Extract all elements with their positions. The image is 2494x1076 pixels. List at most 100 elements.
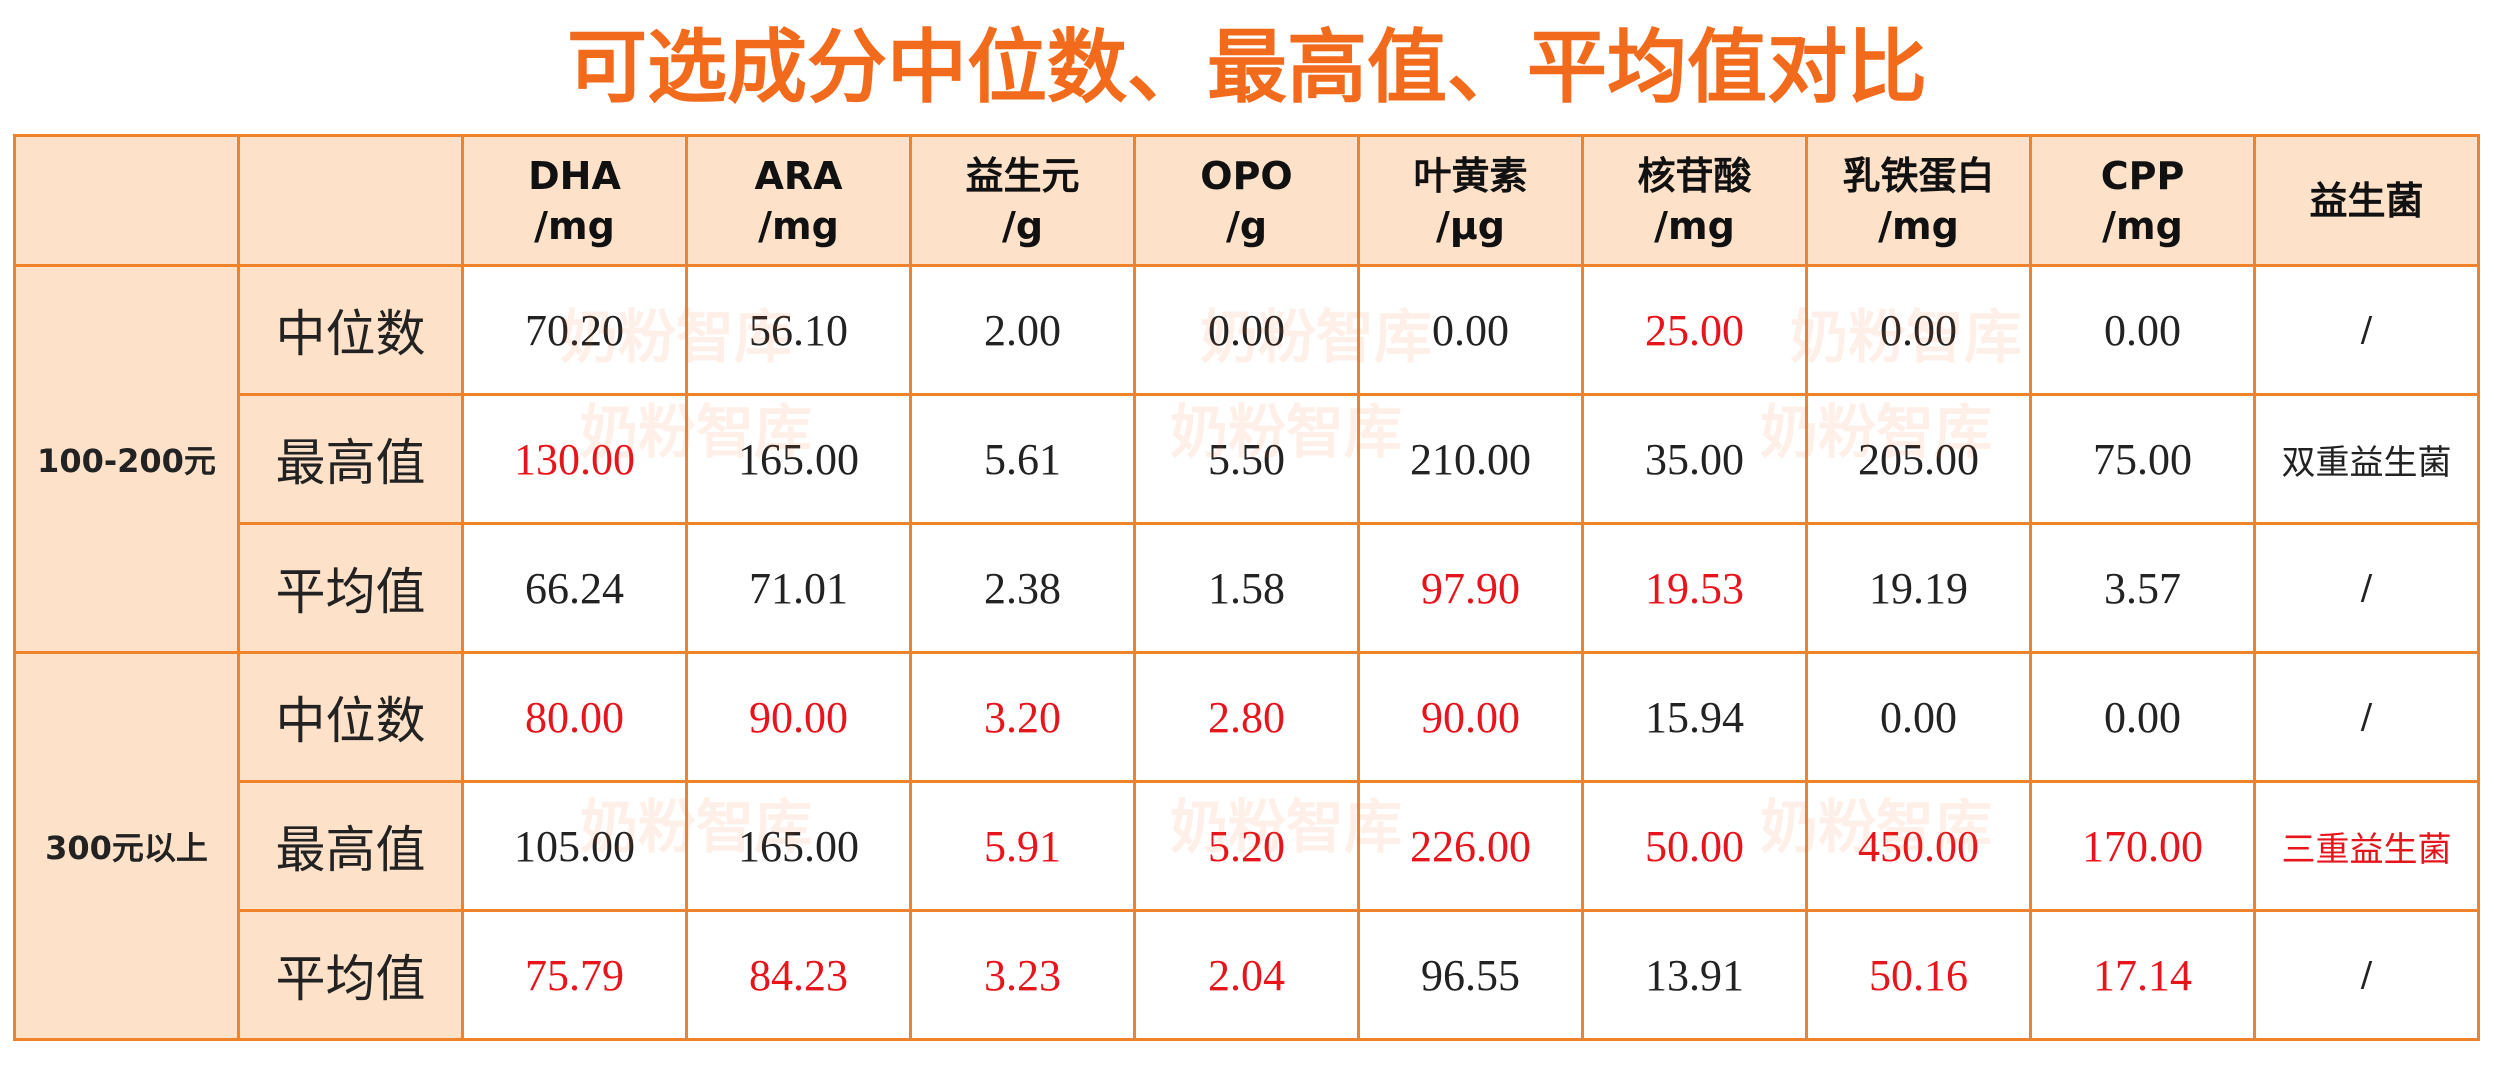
data-row: 平均值 66.24 71.01 2.38 1.58 97.90 19.53 19.19 3.57… bbox=[15, 522, 2480, 654]
value-cell: 70.20 bbox=[461, 264, 688, 396]
value-cell: 165.00 bbox=[685, 393, 912, 525]
value-cell: 17.14 bbox=[2029, 909, 2256, 1041]
value-cell: 5.20 bbox=[1133, 780, 1360, 912]
value-cell: 2.38 bbox=[909, 522, 1136, 654]
header-name: 益生菌 bbox=[2309, 178, 2424, 223]
value-cell: 13.91 bbox=[1581, 909, 1808, 1041]
value-cell: 50.16 bbox=[1805, 909, 2032, 1041]
value-cell: 2.00 bbox=[909, 264, 1136, 396]
value-cell: 3.20 bbox=[909, 651, 1136, 783]
header-unit: /μg bbox=[1435, 203, 1506, 248]
value-cell: 450.00 bbox=[1805, 780, 2032, 912]
group-label: 100-200元 bbox=[13, 264, 240, 654]
value-cell: 0.00 bbox=[1357, 264, 1584, 396]
header-name: 叶黄素 bbox=[1413, 153, 1528, 198]
header-name: DHA bbox=[528, 153, 621, 198]
value-cell: 96.55 bbox=[1357, 909, 1584, 1041]
value-cell: 50.00 bbox=[1581, 780, 1808, 912]
value-cell: / bbox=[2253, 651, 2480, 783]
header-unit: /mg bbox=[2102, 203, 2183, 248]
value-cell: / bbox=[2253, 522, 2480, 654]
header-row: DHA/mg ARA/mg 益生元/g OPO/g 叶黄素/μg 核苷酸/mg 乳铁蛋白/m… bbox=[13, 134, 2480, 267]
header-cell bbox=[237, 134, 464, 267]
value-cell: 2.80 bbox=[1133, 651, 1360, 783]
row-label: 最高值 bbox=[237, 393, 464, 525]
value-cell: / bbox=[2253, 909, 2480, 1041]
group-label: 300元以上 bbox=[13, 651, 240, 1041]
header-cell: 叶黄素/μg bbox=[1357, 134, 1584, 267]
value-cell: / bbox=[2253, 264, 2480, 396]
value-cell: 71.01 bbox=[685, 522, 912, 654]
header-name: OPO bbox=[1200, 153, 1293, 198]
value-cell: 130.00 bbox=[461, 393, 688, 525]
value-cell: 5.61 bbox=[909, 393, 1136, 525]
value-cell: 170.00 bbox=[2029, 780, 2256, 912]
value-cell: 97.90 bbox=[1357, 522, 1584, 654]
value-cell: 105.00 bbox=[461, 780, 688, 912]
value-cell: 19.19 bbox=[1805, 522, 2032, 654]
row-label: 平均值 bbox=[237, 909, 464, 1041]
value-cell: 75.00 bbox=[2029, 393, 2256, 525]
value-cell: 0.00 bbox=[1133, 264, 1360, 396]
value-cell: 1.58 bbox=[1133, 522, 1360, 654]
row-label: 中位数 bbox=[237, 651, 464, 783]
header-cell: 核苷酸/mg bbox=[1581, 134, 1808, 267]
header-cell bbox=[13, 134, 240, 267]
header-unit: /g bbox=[1001, 203, 1044, 248]
value-cell: 90.00 bbox=[1357, 651, 1584, 783]
header-cell: OPO/g bbox=[1133, 134, 1360, 267]
data-row: 100-200元 中位数 70.20 56.10 2.00 0.00 0.00 25.00 0.… bbox=[13, 264, 2480, 654]
value-cell: 90.00 bbox=[685, 651, 912, 783]
row-label: 平均值 bbox=[237, 522, 464, 654]
row-label: 最高值 bbox=[237, 780, 464, 912]
header-cell: ARA/mg bbox=[685, 134, 912, 267]
header-name: 核苷酸 bbox=[1637, 153, 1752, 198]
value-cell: 0.00 bbox=[1805, 651, 2032, 783]
value-cell: 5.50 bbox=[1133, 393, 1360, 525]
value-cell: 25.00 bbox=[1581, 264, 1808, 396]
data-row: 平均值 75.79 84.23 3.23 2.04 96.55 13.91 50.16 17.1… bbox=[15, 909, 2480, 1041]
value-cell: 15.94 bbox=[1581, 651, 1808, 783]
data-row: 300元以上 中位数 80.00 90.00 3.20 2.80 90.00 15.94 0.0… bbox=[13, 651, 2480, 1041]
title: 可选成分中位数、最高值、平均值对比 bbox=[567, 21, 1927, 114]
value-cell: 205.00 bbox=[1805, 393, 2032, 525]
value-cell: 210.00 bbox=[1357, 393, 1584, 525]
header-unit: /mg bbox=[1654, 203, 1735, 248]
value-cell: 0.00 bbox=[2029, 264, 2256, 396]
value-cell: 66.24 bbox=[461, 522, 688, 654]
value-cell: 3.57 bbox=[2029, 522, 2256, 654]
header-cell: 益生元/g bbox=[909, 134, 1136, 267]
value-cell: 35.00 bbox=[1581, 393, 1808, 525]
value-cell: 56.10 bbox=[685, 264, 912, 396]
value-cell: 19.53 bbox=[1581, 522, 1808, 654]
value-cell: 226.00 bbox=[1357, 780, 1584, 912]
header-cell: 乳铁蛋白/mg bbox=[1805, 134, 2032, 267]
header-name: CPP bbox=[2100, 153, 2185, 198]
header-name: 乳铁蛋白 bbox=[1842, 153, 1995, 198]
header-cell: CPP/mg bbox=[2029, 134, 2256, 267]
header-name: 益生元 bbox=[965, 153, 1080, 198]
value-cell: 三重益生菌 bbox=[2253, 780, 2480, 912]
header-cell: 益生菌 bbox=[2253, 134, 2480, 267]
header-unit: /g bbox=[1225, 203, 1268, 248]
header-unit: /mg bbox=[534, 203, 615, 248]
value-cell: 0.00 bbox=[2029, 651, 2256, 783]
row-label: 中位数 bbox=[237, 264, 464, 396]
comparison-table: DHA/mg ARA/mg 益生元/g OPO/g 叶黄素/μg 核苷酸/mg 乳铁蛋白/m… bbox=[13, 134, 2480, 1041]
value-cell: 双重益生菌 bbox=[2253, 393, 2480, 525]
header-cell: DHA/mg bbox=[461, 134, 688, 267]
value-cell: 2.04 bbox=[1133, 909, 1360, 1041]
data-row: 最高值 130.00 165.00 5.61 5.50 210.00 35.00 205.00… bbox=[15, 393, 2480, 525]
value-cell: 3.23 bbox=[909, 909, 1136, 1041]
value-cell: 75.79 bbox=[461, 909, 688, 1041]
data-row: 最高值 105.00 165.00 5.91 5.20 226.00 50.00 450.00… bbox=[15, 780, 2480, 912]
value-cell: 5.91 bbox=[909, 780, 1136, 912]
value-cell: 0.00 bbox=[1805, 264, 2032, 396]
header-name: ARA bbox=[754, 153, 843, 198]
value-cell: 80.00 bbox=[461, 651, 688, 783]
value-cell: 84.23 bbox=[685, 909, 912, 1041]
header-unit: /mg bbox=[1878, 203, 1959, 248]
value-cell: 165.00 bbox=[685, 780, 912, 912]
header-unit: /mg bbox=[758, 203, 839, 248]
